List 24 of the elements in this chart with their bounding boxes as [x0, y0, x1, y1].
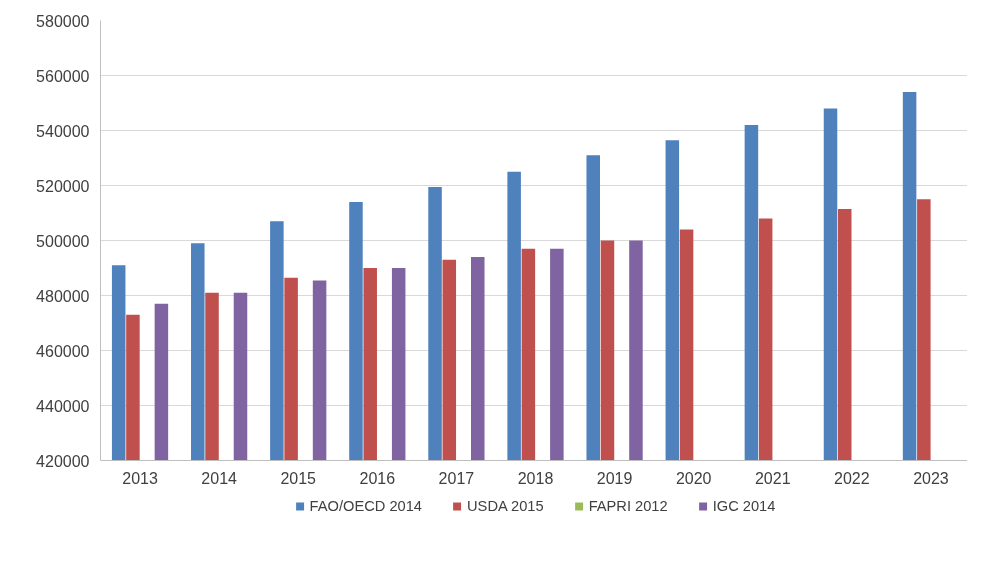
legend-label: FAPRI 2012 — [588, 498, 668, 514]
legend-label: IGC 2014 — [712, 498, 776, 514]
x-tick-label: 2019 — [596, 469, 633, 487]
x-tick-label: 2014 — [201, 469, 238, 487]
legend-label: FAO/OECD 2014 — [309, 498, 423, 514]
x-tick-label: 2016 — [359, 469, 396, 487]
x-tick-label: 2023 — [913, 469, 949, 487]
x-tick-label: 2021 — [754, 469, 791, 487]
y-tick-label: 540000 — [36, 122, 90, 140]
x-tick-label: 2022 — [834, 469, 870, 487]
y-tick-label: 420000 — [36, 452, 90, 470]
x-tick-label: 2013 — [122, 469, 158, 487]
y-tick-label: 520000 — [36, 177, 90, 195]
x-tick-label: 2018 — [517, 469, 554, 487]
y-tick-label: 580000 — [36, 12, 90, 30]
x-tick-label: 2020 — [675, 469, 712, 487]
x-tick-label: 2015 — [280, 469, 317, 487]
y-tick-label: 500000 — [36, 232, 90, 250]
y-tick-label: 480000 — [36, 287, 90, 305]
y-tick-label: 440000 — [36, 397, 90, 415]
legend-label: USDA 2015 — [467, 498, 544, 514]
y-tick-label: 460000 — [36, 342, 90, 360]
x-tick-label: 2017 — [438, 469, 475, 487]
y-tick-label: 560000 — [36, 67, 90, 85]
